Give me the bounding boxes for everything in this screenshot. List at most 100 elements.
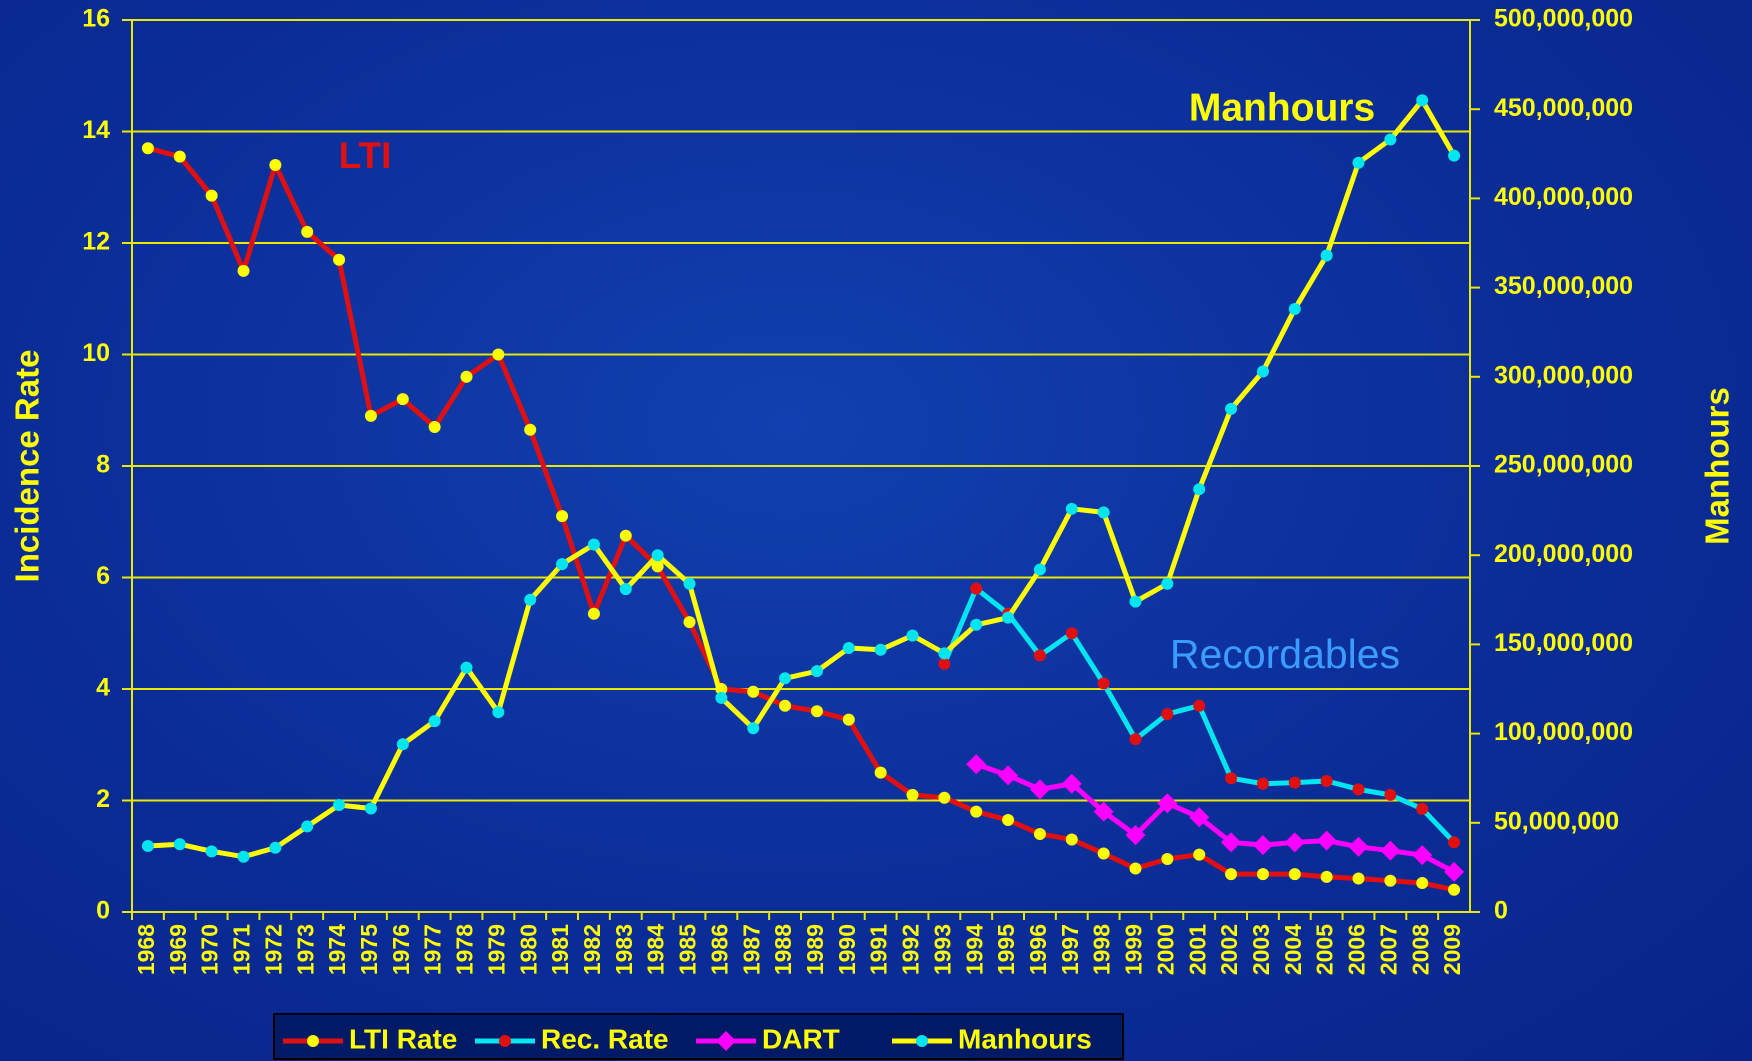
data-point <box>683 616 696 629</box>
annotation: LTI <box>339 135 392 176</box>
data-point <box>1256 868 1269 881</box>
data-point <box>1416 802 1429 815</box>
data-point <box>1316 830 1337 851</box>
x-tick-label: 1994 <box>961 924 987 975</box>
x-tick-label: 1981 <box>547 924 573 975</box>
data-point <box>1288 868 1301 881</box>
data-point <box>1033 563 1046 576</box>
data-point <box>1061 773 1082 794</box>
x-tick-label: 1989 <box>802 924 828 975</box>
y2-tick-label: 300,000,000 <box>1494 361 1633 389</box>
x-tick-label: 2007 <box>1375 924 1401 975</box>
y-tick-label: 10 <box>82 339 110 367</box>
y-tick-label: 12 <box>82 228 110 256</box>
data-point <box>1157 793 1178 814</box>
data-point <box>1256 365 1269 378</box>
data-point <box>1125 825 1146 846</box>
data-point <box>619 529 632 542</box>
x-tick-label: 1969 <box>165 924 191 975</box>
y2-tick-label: 450,000,000 <box>1494 94 1633 122</box>
y-tick-label: 4 <box>96 674 110 702</box>
x-tick-label: 1974 <box>324 924 350 975</box>
legend-marker <box>499 1035 511 1047</box>
data-point <box>1129 733 1142 746</box>
x-tick-label: 1972 <box>260 924 286 975</box>
data-point <box>1320 774 1333 787</box>
data-point <box>1352 783 1365 796</box>
data-point <box>1097 847 1110 860</box>
y2-tick-label: 100,000,000 <box>1494 718 1633 746</box>
data-point <box>842 641 855 654</box>
data-point <box>1352 872 1365 885</box>
data-point <box>779 699 792 712</box>
data-point <box>1033 649 1046 662</box>
data-point <box>364 802 377 815</box>
data-point <box>1189 807 1210 828</box>
x-tick-label: 1984 <box>643 924 669 975</box>
x-tick-label: 1979 <box>483 924 509 975</box>
series-line <box>147 97 1457 860</box>
data-point <box>1384 133 1397 146</box>
data-point <box>1416 877 1429 890</box>
data-point <box>301 225 314 238</box>
x-tick-label: 1980 <box>515 924 541 975</box>
data-point <box>938 657 951 670</box>
data-point <box>1033 827 1046 840</box>
annotation: Recordables <box>1170 631 1400 677</box>
y2-tick-label: 200,000,000 <box>1494 540 1633 568</box>
x-tick-label: 2004 <box>1280 924 1306 975</box>
data-point <box>651 549 664 562</box>
data-point <box>333 798 346 811</box>
data-point <box>1284 832 1305 853</box>
x-tick-label: 1998 <box>1089 924 1115 975</box>
y2-tick-label: 250,000,000 <box>1494 451 1633 479</box>
data-point <box>1288 776 1301 789</box>
data-point <box>747 722 760 735</box>
data-point <box>556 558 569 571</box>
x-tick-label: 1977 <box>420 924 446 975</box>
data-point <box>205 845 218 858</box>
data-point <box>173 150 186 163</box>
data-point <box>1129 595 1142 608</box>
x-tick-label: 2003 <box>1248 924 1274 975</box>
x-tick-label: 1991 <box>866 924 892 975</box>
x-tick-label: 1988 <box>770 924 796 975</box>
data-point <box>1380 840 1401 861</box>
data-point <box>1065 502 1078 515</box>
data-point <box>428 715 441 728</box>
x-tick-label: 1992 <box>898 924 924 975</box>
data-point <box>970 618 983 631</box>
legend-label: LTI Rate <box>349 1023 457 1054</box>
data-point <box>842 713 855 726</box>
data-point <box>333 253 346 266</box>
y2-tick-label: 400,000,000 <box>1494 183 1633 211</box>
y-axis-label: Incidence Rate <box>9 350 46 583</box>
data-point <box>1288 303 1301 316</box>
y-tick-label: 14 <box>82 116 110 144</box>
data-point <box>1352 156 1365 169</box>
data-point <box>237 264 250 277</box>
data-point <box>1193 699 1206 712</box>
series-line <box>942 586 1456 845</box>
data-point <box>970 582 983 595</box>
y2-tick-label: 0 <box>1494 897 1508 925</box>
data-point <box>587 607 600 620</box>
data-point <box>747 685 760 698</box>
data-point <box>1093 801 1114 822</box>
x-tick-label: 2000 <box>1152 924 1178 975</box>
data-point <box>1065 833 1078 846</box>
series-line <box>975 761 1456 875</box>
x-tick-label: 1975 <box>356 924 382 975</box>
y-tick-label: 2 <box>96 785 110 813</box>
data-point <box>683 577 696 590</box>
x-tick-label: 1978 <box>452 924 478 975</box>
data-point <box>1161 853 1174 866</box>
data-point <box>1320 870 1333 883</box>
data-point <box>874 643 887 656</box>
data-point <box>364 409 377 422</box>
data-point <box>966 754 987 775</box>
data-point <box>651 560 664 573</box>
data-point <box>619 583 632 596</box>
x-tick-label: 1995 <box>993 924 1019 975</box>
data-point <box>492 706 505 719</box>
